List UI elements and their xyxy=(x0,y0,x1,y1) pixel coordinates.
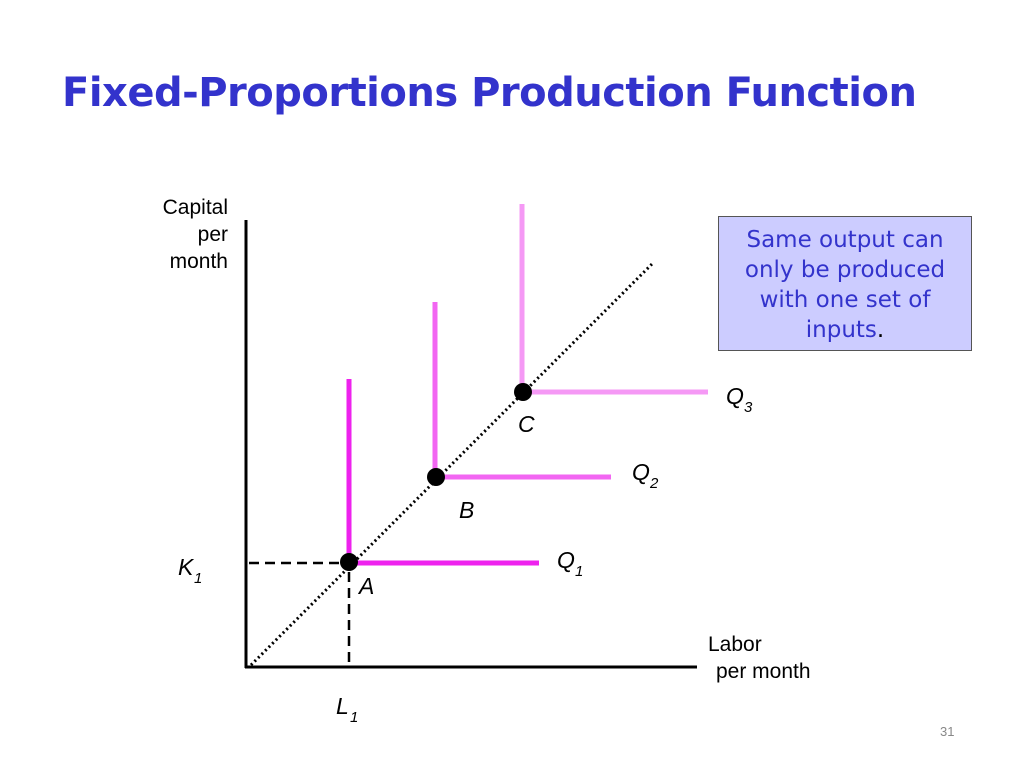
x-axis-label-line-2: per month xyxy=(716,660,811,683)
point-b-marker xyxy=(427,468,445,486)
point-a-label: A xyxy=(357,573,374,599)
point-c-marker xyxy=(514,383,532,401)
l1-subscript: 1 xyxy=(350,709,358,726)
isoquant-q2-label: Q xyxy=(632,459,650,485)
expansion-path-line xyxy=(249,262,654,667)
y-axis-label-line-1: Capital xyxy=(162,196,228,219)
callout-box: Same output can only be produced with on… xyxy=(718,216,972,351)
isoquant-q1-label: Q xyxy=(557,547,575,573)
page-title: Fixed-Proportions Production Function xyxy=(62,70,917,116)
isoquant-q3-subscript: 3 xyxy=(744,399,753,416)
y-axis-label: Capital per month xyxy=(108,194,228,275)
isoquant-q2-subscript: 2 xyxy=(649,475,659,492)
isoquant-q3 xyxy=(519,204,708,395)
point-c-label: C xyxy=(518,411,535,437)
x-axis-label-line-1: Labor xyxy=(708,633,762,656)
isoquant-q3-label: Q xyxy=(726,383,744,409)
l1-label: L xyxy=(336,693,349,719)
callout-text: Same output can only be produced with on… xyxy=(744,227,946,343)
x-axis-label: Labor per month xyxy=(708,631,811,685)
k1-subscript: 1 xyxy=(194,570,202,587)
isoquant-q1-subscript: 1 xyxy=(575,563,583,580)
k1-label: K xyxy=(178,554,195,580)
point-b-label: B xyxy=(459,497,474,523)
point-a-marker xyxy=(340,553,358,571)
page-number: 31 xyxy=(940,724,955,739)
y-axis-label-line-3: month xyxy=(169,250,228,273)
y-axis-label-line-2: per xyxy=(197,223,228,246)
callout-period: . xyxy=(876,317,885,343)
